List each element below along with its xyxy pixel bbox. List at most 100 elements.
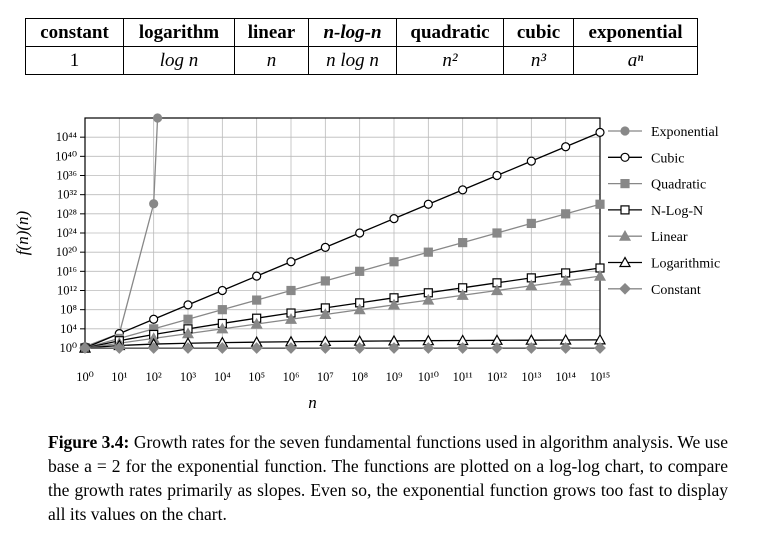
formula-n-log-n: n log n xyxy=(308,46,397,75)
x-tick-label: 10¹³ xyxy=(521,370,541,384)
point-cubic xyxy=(320,242,330,252)
growth-functions-table: constant logarithm linear n-log-n quadra… xyxy=(25,18,698,75)
legend-label-n-log-n: N-Log-N xyxy=(651,204,703,219)
legend-marker-constant xyxy=(619,282,631,295)
point-linear xyxy=(456,289,469,300)
formula-quadratic: n² xyxy=(396,46,504,75)
point-constant xyxy=(559,342,572,354)
y-tick-label: 10³⁶ xyxy=(56,169,77,183)
point-quadratic xyxy=(595,199,605,209)
point-cubic xyxy=(595,127,605,137)
y-tick-label: 10²⁴ xyxy=(56,226,77,240)
point-cubic xyxy=(252,271,262,281)
formula-exponential: aⁿ xyxy=(573,46,698,75)
point-quadratic xyxy=(355,266,365,276)
point-constant xyxy=(422,342,435,354)
point-constant xyxy=(216,342,229,354)
x-tick-label: 10⁴ xyxy=(214,370,231,384)
legend-label-cubic: Cubic xyxy=(651,151,684,166)
point-quadratic xyxy=(286,285,296,296)
y-tick-label: 10⁰ xyxy=(59,341,77,355)
legend-label-linear: Linear xyxy=(651,230,688,245)
series-line-n-log-n xyxy=(85,267,600,348)
point-constant xyxy=(319,342,332,354)
header-quadratic: quadratic xyxy=(396,18,504,47)
point-quadratic xyxy=(217,305,227,315)
point-constant xyxy=(456,342,469,354)
x-tick-label: 10⁶ xyxy=(283,370,300,384)
formula-linear: n xyxy=(234,46,309,75)
point-constant xyxy=(525,342,538,354)
marker-layer xyxy=(78,113,607,354)
header-cubic: cubic xyxy=(503,18,574,47)
growth-rate-chart: 10⁰ 10¹ 10² 10³ 10⁴ 10⁵ 10⁶ 10⁷ 10⁸ 10⁹ 10¹⁰ 10¹¹ 10… xyxy=(13,113,720,412)
x-tick-label: 10⁹ xyxy=(386,370,403,384)
legend-marker-cubic xyxy=(620,152,630,162)
y-tick-label: 10⁴ xyxy=(60,322,77,336)
x-tick-label: 10⁸ xyxy=(351,370,368,384)
formula-cubic: n³ xyxy=(503,46,574,75)
point-quadratic xyxy=(458,237,468,248)
series-line-exponential xyxy=(85,118,159,348)
legend-marker-quadratic xyxy=(620,178,630,189)
point-quadratic xyxy=(561,209,571,219)
point-cubic xyxy=(286,257,296,267)
point-linear xyxy=(525,279,538,291)
x-tick-label: 10¹¹ xyxy=(453,370,473,384)
y-tick-label: 10⁸ xyxy=(60,303,77,317)
y-tick-label: 10²⁸ xyxy=(56,207,77,221)
point-cubic xyxy=(355,228,365,238)
legend-marker-linear xyxy=(618,229,632,241)
point-quadratic xyxy=(252,295,262,305)
header-logarithm: logarithm xyxy=(123,18,235,47)
y-tick-label: 10¹² xyxy=(57,284,77,298)
point-cubic xyxy=(526,156,536,166)
legend-marker-exponential xyxy=(620,126,630,136)
formula-logarithm: log n xyxy=(123,46,235,75)
point-constant xyxy=(79,342,91,354)
y-tick-label: 10⁴⁴ xyxy=(56,130,77,144)
point-linear xyxy=(353,303,366,315)
series-layer xyxy=(85,118,600,348)
point-constant xyxy=(594,342,606,354)
legend-marker-n-log-n xyxy=(620,205,630,215)
point-quadratic xyxy=(320,276,330,286)
point-constant xyxy=(147,342,160,354)
y-tick-label: 10⁴⁰ xyxy=(55,149,77,163)
legend-label-logarithmic: Logarithmic xyxy=(651,257,720,272)
point-constant xyxy=(182,342,194,354)
series-line-linear xyxy=(85,275,600,348)
x-tick-label: 10⁷ xyxy=(317,370,334,384)
caption-label: Figure 3.4: xyxy=(48,432,130,452)
point-quadratic xyxy=(423,247,433,257)
legend-label-constant: Constant xyxy=(651,283,701,298)
legend-marker-logarithmic xyxy=(618,256,632,268)
header-linear: linear xyxy=(234,18,309,47)
point-cubic xyxy=(561,142,571,152)
point-linear xyxy=(559,274,572,286)
point-linear xyxy=(593,269,607,281)
x-axis-label: n xyxy=(308,393,317,412)
series-line-cubic xyxy=(85,131,600,348)
x-tick-label: 10¹⁴ xyxy=(555,370,576,384)
caption-text: Growth rates for the seven fundamental f… xyxy=(48,432,729,524)
point-cubic xyxy=(217,285,227,296)
point-quadratic xyxy=(492,228,502,238)
x-tick-label: 10¹ xyxy=(111,370,128,384)
figure-caption: Figure 3.4: Growth rates for the seven f… xyxy=(48,430,728,526)
formula-constant: 1 xyxy=(25,46,124,75)
point-exponential xyxy=(152,113,163,123)
header-constant: constant xyxy=(25,18,124,47)
point-constant xyxy=(491,342,503,354)
point-constant xyxy=(250,342,263,354)
point-cubic xyxy=(458,185,468,195)
x-tick-label: 10⁵ xyxy=(248,370,265,384)
point-cubic xyxy=(423,199,433,209)
point-quadratic xyxy=(526,218,536,229)
point-exponential xyxy=(149,199,159,209)
legend: Exponential Cubic Quadratic N-Log-N Linear Lo… xyxy=(608,125,720,298)
point-cubic xyxy=(183,300,193,310)
x-tick-label: 10² xyxy=(146,370,163,384)
point-quadratic xyxy=(183,314,193,324)
y-tick-label: 10¹⁶ xyxy=(56,264,77,278)
